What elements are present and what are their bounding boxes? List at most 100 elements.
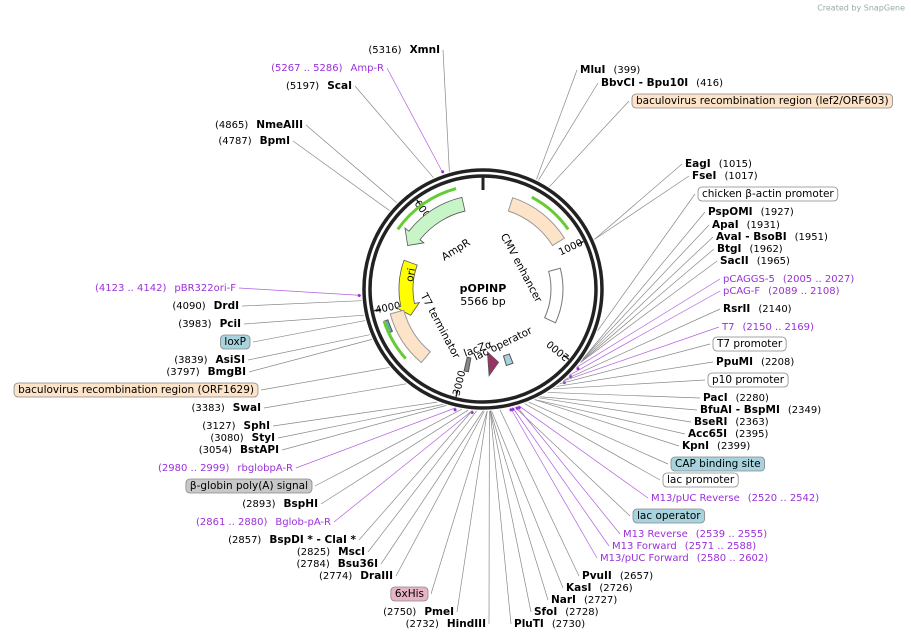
site-label: (2980 .. 2999) rbglobpA-R [158, 463, 293, 474]
connectors [238, 49, 721, 625]
enzyme-name: PciI [220, 318, 241, 330]
connector [491, 410, 564, 589]
connector [538, 82, 599, 181]
enzyme-name: Acc65I [688, 428, 727, 440]
backbone [362, 168, 604, 410]
feature-box [712, 336, 787, 352]
feature-box [631, 93, 893, 109]
connector [510, 407, 598, 559]
site-position: (2861 .. 2880) [196, 517, 268, 528]
connector [536, 69, 578, 180]
connector [597, 193, 696, 331]
site-label: SacII (1965) [720, 255, 790, 267]
ring-outer [362, 168, 604, 410]
feature-name: β-globin poly(A) signal [190, 480, 308, 492]
site-label: (2784) Bsu36I [296, 558, 378, 570]
feature-name: p10 promoter [712, 374, 785, 386]
site-label: PspOMI (1927) [708, 206, 794, 218]
connector [564, 308, 721, 380]
site-position: (2730) [552, 619, 585, 630]
site-label: (2861 .. 2880) Bglob-pA-R [196, 517, 331, 528]
connector [358, 410, 473, 541]
primer-arc [531, 195, 570, 231]
enzyme-name: SfoI [534, 606, 557, 618]
site-position: (2150 .. 2169) [742, 322, 814, 333]
site-position: (1951) [795, 232, 828, 243]
primer-arc [396, 187, 457, 231]
feature-name: CAP binding site [675, 458, 761, 470]
enzyme-name: KpnI [682, 440, 709, 452]
connector [380, 410, 484, 565]
connector [518, 405, 649, 499]
ring-tick [562, 354, 570, 360]
site-position: (3383) [191, 403, 224, 414]
feature-box [670, 456, 766, 472]
connector [238, 287, 362, 296]
feature-name: chicken β-actin promoter [702, 188, 834, 200]
feature-box [662, 472, 739, 488]
connector [320, 409, 469, 505]
lac-operator-mark [502, 353, 514, 367]
primer-site [509, 408, 513, 412]
site-label: AvaI - BsoBI (1951) [716, 231, 828, 243]
site-position: (1017) [724, 171, 757, 182]
lacza-arrow [486, 350, 500, 377]
enzyme-name: PspOMI [708, 206, 753, 218]
ring-tick [576, 240, 584, 246]
site-label: (3797) BmgBI [166, 366, 246, 378]
cmv-enhancer [507, 197, 566, 247]
site-label: (3054) BstAPI [199, 444, 279, 456]
enzyme-name: BseRI [694, 416, 727, 428]
his-mark [463, 356, 472, 373]
connector [540, 396, 698, 411]
enzyme-name: AsiSI [216, 354, 245, 366]
site-label: (3983) PciI [178, 318, 241, 330]
connector [552, 379, 706, 390]
site-position: (416) [696, 78, 723, 89]
connector [569, 290, 721, 376]
primer-name: pBR322ori-F [174, 283, 236, 294]
primer-site [576, 367, 580, 371]
connector [367, 410, 477, 553]
feature-name: baculovirus recombination region (lef2/O… [636, 95, 889, 107]
site-position: (2980 .. 2999) [158, 463, 230, 474]
feature-box [390, 586, 429, 602]
site-label: PvuII (2657) [582, 570, 653, 582]
site-label: M13 Reverse (2539 .. 2555) [623, 529, 767, 540]
primer-name: M13 Forward [612, 541, 677, 552]
enzyme-name: HindIII [447, 618, 486, 630]
site-position: (2571 .. 2588) [685, 541, 757, 552]
ring-tick [455, 389, 459, 397]
primer-site [441, 170, 445, 174]
primer-site [357, 293, 361, 297]
feature-name: baculovirus recombination region (ORF162… [18, 384, 254, 396]
enzyme-name: BstAPI [240, 444, 279, 456]
enzyme-name: XmnI [410, 44, 440, 56]
site-label: M13 Forward (2571 .. 2588) [612, 541, 756, 552]
connector [247, 334, 370, 361]
connector [333, 410, 473, 523]
connector [430, 410, 488, 595]
connector [386, 67, 444, 174]
connector [576, 278, 721, 368]
watermark: Created by SnapGene [817, 4, 905, 13]
site-position: (2857) [228, 535, 261, 546]
primer-site [453, 408, 457, 412]
site-label: pCAGGS-5 (2005 .. 2027) [723, 274, 854, 285]
connector [305, 124, 397, 203]
site-position: (5267 .. 5286) [271, 63, 343, 74]
connector [314, 408, 462, 487]
site-label: (5267 .. 5286) Amp-R [271, 63, 384, 74]
site-label: (5197) ScaI [286, 80, 352, 92]
site-label: PacI (2280) [703, 392, 769, 404]
enzyme-name: ApaI [712, 219, 739, 231]
connector [594, 163, 683, 240]
site-position: (2732) [406, 619, 439, 630]
connector [582, 211, 706, 360]
feature-box [697, 186, 839, 202]
site-position: (2280) [736, 393, 769, 404]
site-position: (1927) [761, 207, 794, 218]
connector [489, 410, 532, 613]
connector [594, 175, 690, 240]
